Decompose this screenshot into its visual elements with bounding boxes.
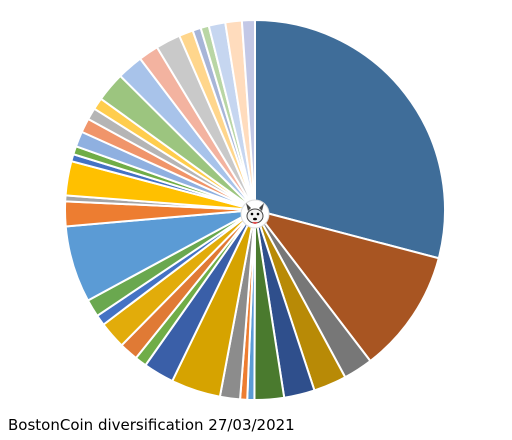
pie-slice (240, 18, 256, 211)
pie (64, 18, 446, 402)
logo (240, 199, 270, 229)
logo-eye (250, 212, 254, 216)
logo-eye (256, 212, 260, 216)
chart-title: BostonCoin diversification 27/03/2021 (8, 416, 295, 434)
logo-tongue (252, 222, 258, 224)
pie-slice (252, 208, 440, 363)
pie-slice (254, 18, 446, 260)
logo-nose (253, 217, 257, 221)
logo-ears (246, 203, 264, 211)
logo-face (246, 208, 264, 224)
